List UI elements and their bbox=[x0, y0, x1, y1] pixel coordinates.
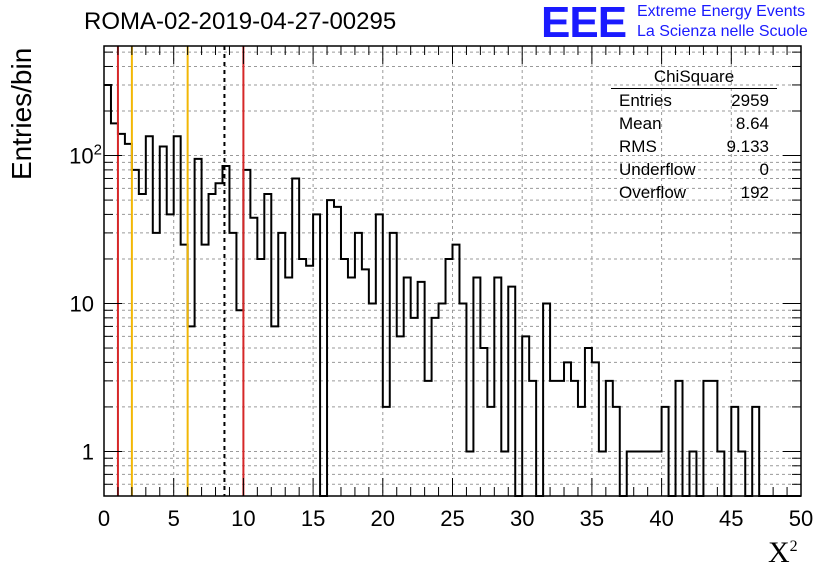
stats-value: 192 bbox=[740, 183, 769, 202]
x-axis-label-base: X bbox=[768, 536, 790, 569]
grid-lines bbox=[104, 46, 801, 496]
histogram-bin bbox=[390, 233, 397, 496]
stats-value: 9.133 bbox=[726, 137, 769, 156]
histogram-bin bbox=[564, 362, 571, 496]
y-tick-label: 10 bbox=[70, 292, 94, 317]
histogram-bin bbox=[418, 282, 425, 496]
histogram bbox=[104, 83, 801, 497]
histogram-bin bbox=[334, 207, 341, 496]
histogram-bin bbox=[216, 183, 223, 496]
stats-label: RMS bbox=[619, 137, 657, 156]
histogram-bin bbox=[703, 381, 710, 496]
histogram-bin bbox=[550, 381, 557, 496]
histogram-bin bbox=[139, 194, 146, 496]
histogram-bin bbox=[209, 194, 216, 496]
x-tick-label: 35 bbox=[580, 506, 604, 531]
histogram-bin bbox=[125, 144, 132, 496]
histogram-bin bbox=[425, 381, 432, 496]
histogram-bin bbox=[585, 348, 592, 496]
histogram-bin bbox=[355, 233, 362, 496]
x-tick-label: 25 bbox=[440, 506, 464, 531]
histogram-bin bbox=[160, 147, 167, 496]
stats-row-mean: Mean 8.64 bbox=[611, 112, 777, 135]
histogram-bin bbox=[292, 178, 299, 496]
stats-label: Overflow bbox=[619, 183, 687, 202]
chart-title: ROMA-02-2019-04-27-00295 bbox=[84, 8, 397, 35]
histogram-bin bbox=[188, 326, 195, 496]
stats-row-overflow: Overflow 192 bbox=[611, 181, 777, 204]
x-tick-label: 50 bbox=[789, 506, 813, 531]
histogram-bin bbox=[257, 259, 264, 496]
histogram-bin bbox=[195, 159, 202, 496]
x-tick-label: 15 bbox=[301, 506, 325, 531]
stats-label: Entries bbox=[619, 91, 672, 110]
stats-value: 8.64 bbox=[735, 114, 769, 133]
histogram-bin bbox=[439, 304, 446, 496]
marker-lines bbox=[116, 46, 245, 496]
x-tick-label: 30 bbox=[510, 506, 534, 531]
y-tick-label: 102 bbox=[69, 142, 102, 169]
histogram-bin bbox=[104, 85, 111, 496]
histogram-bin bbox=[299, 259, 306, 496]
histogram-bin bbox=[271, 326, 278, 496]
histogram-bin bbox=[376, 214, 383, 496]
x-tick-label: 5 bbox=[168, 506, 180, 531]
logo-line-2: La Scienza nelle Scuole bbox=[637, 23, 808, 40]
histogram-bin bbox=[446, 259, 453, 496]
histogram-bin bbox=[243, 170, 250, 496]
stats-title: ChiSquare bbox=[611, 66, 777, 89]
x-tick-label: 20 bbox=[371, 506, 395, 531]
stats-label: Underflow bbox=[619, 160, 696, 179]
histogram-bin bbox=[236, 310, 243, 496]
histogram-bin bbox=[313, 214, 320, 496]
x-tick-label: 45 bbox=[719, 506, 743, 531]
histogram-bin bbox=[557, 381, 564, 496]
histogram-bin bbox=[606, 381, 613, 496]
histogram-bin bbox=[592, 362, 599, 496]
histogram-bin bbox=[264, 194, 271, 496]
histogram-bin bbox=[676, 381, 683, 496]
x-axis-label-exponent: 2 bbox=[789, 538, 798, 555]
histogram-bin bbox=[710, 381, 717, 496]
stats-box: ChiSquare Entries 2959 Mean 8.64 RMS 9.1… bbox=[611, 66, 777, 204]
histogram-bin bbox=[543, 304, 550, 496]
x-axis-label: X2 bbox=[768, 536, 798, 570]
histogram-bin bbox=[174, 136, 181, 496]
histogram-bin bbox=[459, 304, 466, 496]
stats-row-entries: Entries 2959 bbox=[611, 89, 777, 112]
logo-line-1: Extreme Energy Events bbox=[637, 3, 806, 20]
histogram-bin bbox=[397, 336, 404, 496]
histogram-bin bbox=[529, 381, 536, 496]
histogram-outline bbox=[104, 83, 801, 497]
stats-value: 2959 bbox=[731, 91, 769, 110]
histogram-bin bbox=[229, 233, 236, 496]
axis-ticks: 0 5 10 15 20 25 30 35 40 45 50 1 10 102 bbox=[69, 46, 813, 531]
histogram-bin bbox=[146, 136, 153, 496]
histogram-bin bbox=[522, 336, 529, 496]
stats-row-rms: RMS 9.133 bbox=[611, 135, 777, 158]
histogram-bin bbox=[111, 123, 118, 496]
histogram-bin bbox=[132, 170, 139, 496]
histogram-bin bbox=[278, 233, 285, 496]
x-tick-label: 0 bbox=[98, 506, 110, 531]
stats-row-underflow: Underflow 0 bbox=[611, 158, 777, 181]
y-tick-label: 1 bbox=[82, 439, 94, 464]
histogram-bin bbox=[341, 259, 348, 496]
histogram-bin bbox=[480, 348, 487, 496]
eee-logo: EEE bbox=[541, 0, 627, 47]
histogram-bin bbox=[167, 214, 174, 496]
stats-value: 0 bbox=[759, 160, 769, 179]
x-tick-label: 40 bbox=[649, 506, 673, 531]
y-axis-label: Entries/bin bbox=[6, 47, 37, 180]
histogram-bin bbox=[571, 381, 578, 496]
histogram-bin bbox=[153, 233, 160, 496]
stats-label: Mean bbox=[619, 114, 662, 133]
histogram-bin bbox=[369, 304, 376, 496]
x-tick-label: 10 bbox=[231, 506, 255, 531]
